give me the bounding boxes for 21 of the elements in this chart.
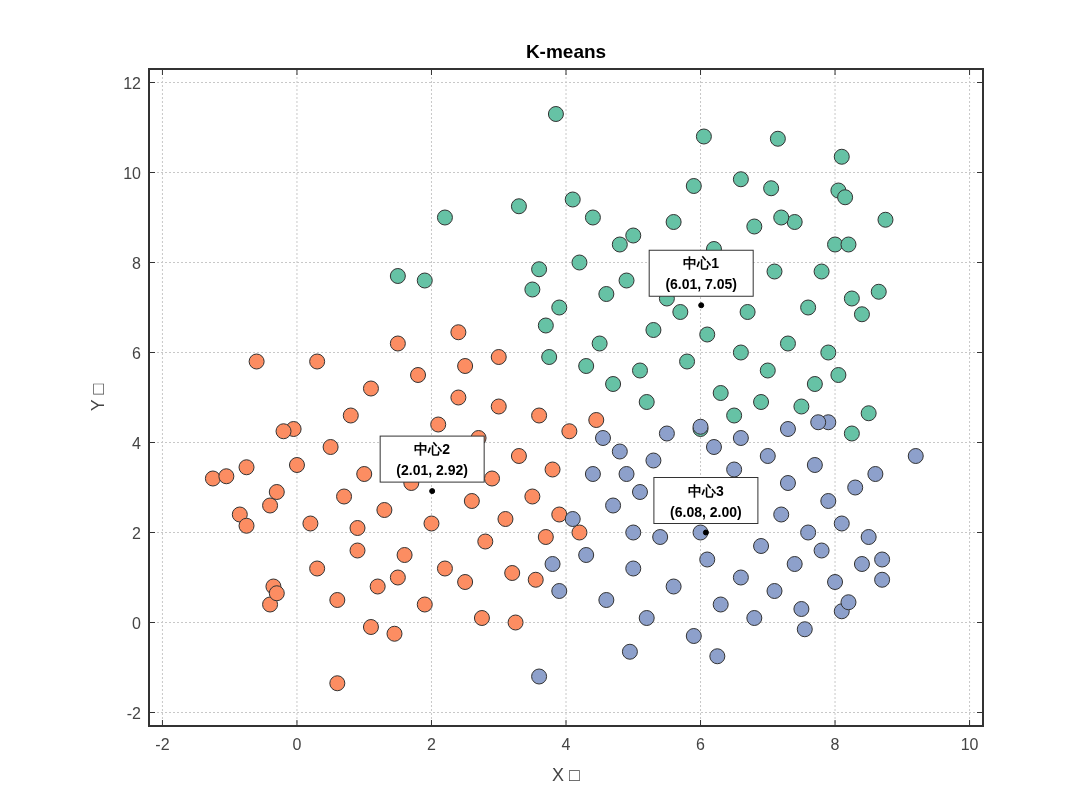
annotation: 中心3 (6.08, 2.00) xyxy=(670,482,742,520)
y-tick-label: 2 xyxy=(132,524,142,542)
y-tick-label: 8 xyxy=(132,254,142,272)
x-tick-label: 0 xyxy=(292,736,302,753)
x-tick-label: 4 xyxy=(561,736,571,753)
x-tick-label: 8 xyxy=(830,736,840,753)
y-tick-label: 12 xyxy=(123,74,142,92)
annotation: 中心1 (6.01, 7.05) xyxy=(665,255,737,293)
y-tick-label: 4 xyxy=(132,434,142,452)
x-tick-label: 2 xyxy=(427,736,437,753)
x-axis-title: X □ xyxy=(552,765,581,785)
x-tick-label: 10 xyxy=(960,736,979,753)
x-tick-label: -2 xyxy=(155,736,170,753)
x-tick-label: 6 xyxy=(696,736,706,753)
y-tick-label: 6 xyxy=(132,344,142,362)
chart-title: K-means xyxy=(525,41,607,62)
y-tick-label: -2 xyxy=(126,704,142,722)
y-tick-label: 10 xyxy=(123,164,142,182)
annotation: 中心2 (2.01, 2.92) xyxy=(396,441,468,479)
y-tick-label: 0 xyxy=(132,614,142,632)
y-axis-title: Y □ xyxy=(88,383,108,412)
